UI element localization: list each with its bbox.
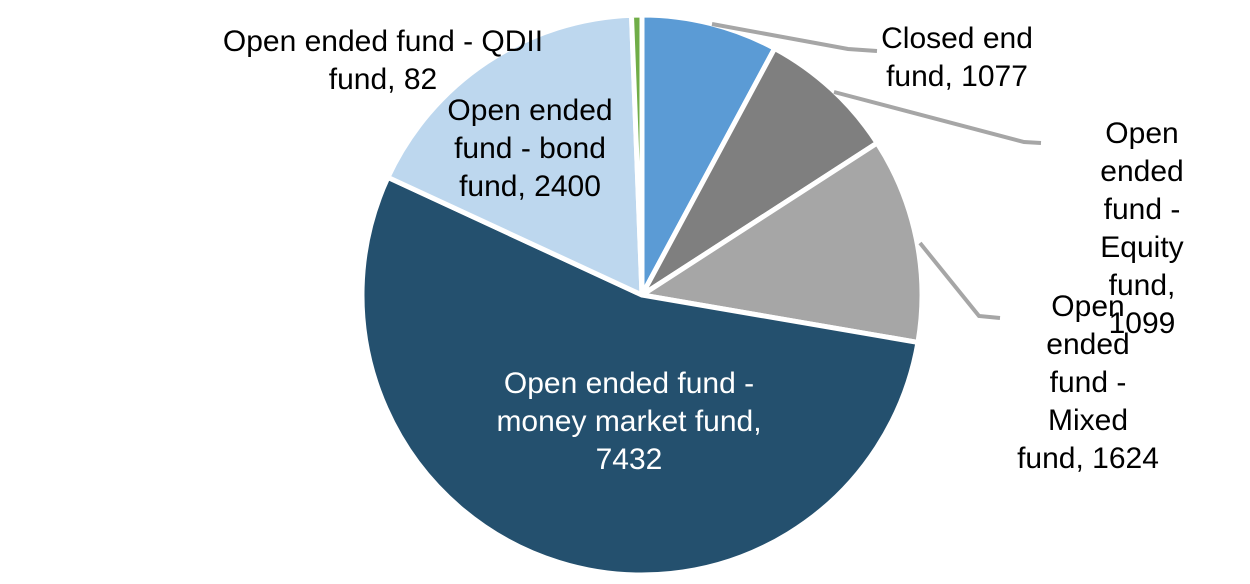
leader-line-open-ended-fund-mixed-fund [918, 241, 1001, 320]
data-label-closed-end-fund: Closed end fund, 1077 [881, 22, 1033, 93]
data-label-open-ended-fund-bond-fund: Open ended fund - bond fund, 2400 [447, 94, 613, 203]
data-label-open-ended-fund-equity-fund: Open ended fund - Equity fund, 1099 [1100, 117, 1184, 340]
pie-slice-open-ended-fund-bond-fund [385, 12, 645, 298]
pie-slice-closed-end-fund [639, 12, 778, 298]
pie-slice-open-ended-fund-equity-fund [639, 45, 880, 298]
leader-line-open-ended-fund-equity-fund [833, 90, 1042, 145]
pie-slice-open-ended-fund-money-market-fund [359, 174, 921, 578]
pie-slice-open-ended-fund-mixed-fund [639, 140, 925, 345]
data-label-open-ended-fund-qdii-fund: Open ended fund - QDII fund, 82 [222, 25, 544, 96]
leader-line-closed-end-fund [711, 22, 878, 53]
data-label-open-ended-fund-mixed-fund: Open ended fund - Mixed fund, 1624 [1017, 290, 1159, 475]
pie-slice-open-ended-fund-qdii-fund [628, 12, 645, 298]
data-label-open-ended-fund-money-market-fund: Open ended fund - money market fund, 743… [496, 367, 762, 476]
